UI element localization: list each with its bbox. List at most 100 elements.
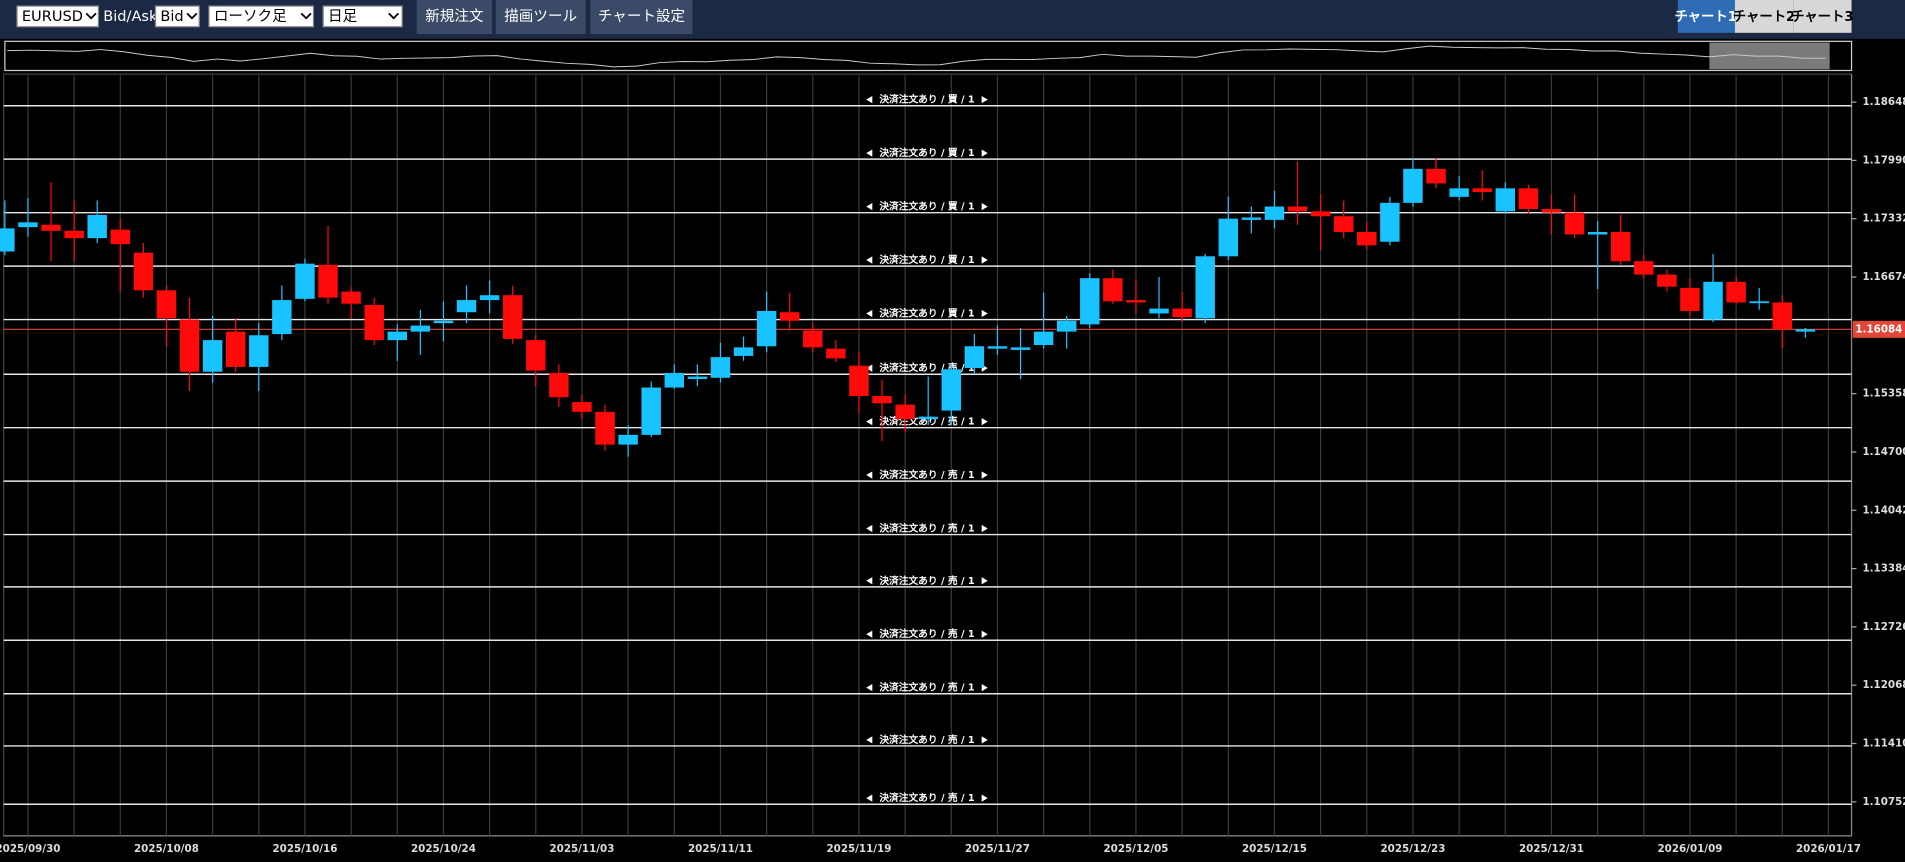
candle-body (1449, 188, 1469, 197)
candle-body (872, 396, 892, 404)
candle-body (364, 304, 384, 341)
x-tick-label: 2025/12/05 (1103, 843, 1168, 855)
button-label[interactable]: 新規注文 (425, 8, 484, 25)
y-tick-label: 1.12068 (1862, 679, 1905, 691)
x-tick-label: 2025/10/24 (411, 843, 476, 855)
order-arrow-left (866, 630, 873, 638)
select-text[interactable]: 日足 (328, 8, 358, 25)
order-arrow-right (981, 577, 988, 585)
chevron[interactable] (300, 12, 312, 20)
order-label: 決済注文あり / 売 / 1 (879, 574, 975, 587)
order-label: 決済注文あり / 売 / 1 (879, 627, 975, 640)
tab-label[interactable]: チャート3 (1791, 9, 1854, 25)
timeframe-select[interactable]: 日足 (322, 5, 403, 28)
order-arrow-right (981, 524, 988, 533)
candle-body (1380, 202, 1400, 242)
y-tick-label: 1.11410 (1862, 738, 1905, 750)
candle-body (0, 228, 15, 252)
tab-label[interactable]: チャート2 (1733, 9, 1796, 25)
x-tick-label: 2025/11/27 (965, 843, 1030, 855)
order-arrow-left (866, 471, 873, 479)
candle-body (479, 295, 500, 301)
button[interactable] (590, 0, 693, 35)
chevron[interactable] (388, 12, 400, 20)
button-label[interactable]: チャート設定 (598, 8, 685, 25)
candle-body (779, 312, 800, 321)
y-tick-label: 1.15358 (1862, 388, 1905, 400)
select-text[interactable]: Bid (160, 8, 183, 25)
x-tick-label: 2025/12/15 (1242, 843, 1307, 855)
select-box[interactable] (208, 5, 315, 28)
x-tick-label: 2025/10/16 (272, 843, 337, 855)
select-text[interactable]: ローソク足 (214, 8, 287, 25)
candle-body (1080, 278, 1100, 325)
select-box[interactable] (154, 5, 200, 28)
candle-body (849, 365, 869, 397)
candle-body (1680, 287, 1700, 311)
candle-body (733, 347, 754, 356)
y-tick-label: 1.13384 (1862, 563, 1905, 575)
x-tick-label: 2025/12/23 (1380, 843, 1445, 855)
bid-ask-select[interactable]: Bid (154, 5, 200, 28)
order-label: 決済注文あり / 買 / 1 (879, 93, 975, 106)
select-text[interactable]: EURUSD (22, 8, 83, 25)
order-arrow-right (981, 417, 988, 426)
candle-body (1749, 301, 1769, 304)
order-arrow-right (981, 684, 988, 692)
y-tick-label: 1.17990 (1862, 154, 1905, 166)
tab[interactable] (1793, 0, 1852, 33)
button[interactable] (416, 0, 493, 35)
navigator[interactable] (4, 40, 1853, 72)
y-tick-label: 1.14700 (1862, 446, 1905, 458)
button-label[interactable]: 描画ツール (504, 8, 577, 25)
candle-body (1772, 302, 1793, 330)
candle-body (941, 369, 962, 411)
candle-body (687, 376, 708, 380)
tab[interactable] (1734, 0, 1794, 33)
order-arrow-left (866, 309, 873, 318)
candle-body (1218, 218, 1239, 257)
candle-body (433, 320, 454, 324)
order-label: 決済注文あり / 買 / 1 (879, 306, 975, 319)
order-arrow-right (981, 149, 988, 157)
tab-label[interactable]: チャート1 (1674, 9, 1737, 25)
bid-ask-label: Bid/Ask (103, 8, 158, 25)
order-label: 決済注文あり / 売 / 1 (879, 733, 975, 746)
toolbar (0, 0, 1905, 39)
order-arrow-left (866, 684, 873, 692)
x-tick-label: 2026/01/17 (1796, 843, 1861, 855)
select-box[interactable] (16, 5, 100, 28)
order-arrow-right (981, 309, 988, 318)
candle-body (1703, 281, 1723, 320)
order-arrow-left (866, 577, 873, 585)
candle-body (1634, 261, 1654, 275)
candle-body (156, 290, 177, 319)
candle-body (1010, 347, 1031, 350)
select-box[interactable] (322, 5, 403, 28)
candle-body (826, 348, 846, 359)
navigator-line (7, 45, 1826, 68)
candle-body (387, 331, 407, 341)
chevron[interactable] (85, 12, 97, 20)
candle-body (18, 222, 38, 228)
order-arrow-right (981, 794, 988, 802)
chart-style-select[interactable]: ローソク足 (208, 5, 315, 28)
order-arrow-left (866, 149, 873, 157)
candle-body (1056, 320, 1077, 332)
symbol-select[interactable]: EURUSD (16, 5, 100, 28)
candle-body (456, 300, 477, 313)
y-tick-label: 1.18648 (1862, 96, 1905, 108)
order-arrow-left (866, 364, 873, 372)
order-arrow-left (866, 736, 873, 744)
current-price-box (1852, 320, 1905, 338)
button[interactable] (495, 0, 586, 35)
candle-body (1172, 308, 1192, 318)
order-arrow-right (981, 630, 988, 638)
chevron[interactable] (186, 12, 198, 20)
tab-active[interactable] (1677, 0, 1735, 33)
candle-body (87, 214, 107, 239)
candle-body (1657, 274, 1677, 287)
candle-body (1195, 256, 1215, 319)
